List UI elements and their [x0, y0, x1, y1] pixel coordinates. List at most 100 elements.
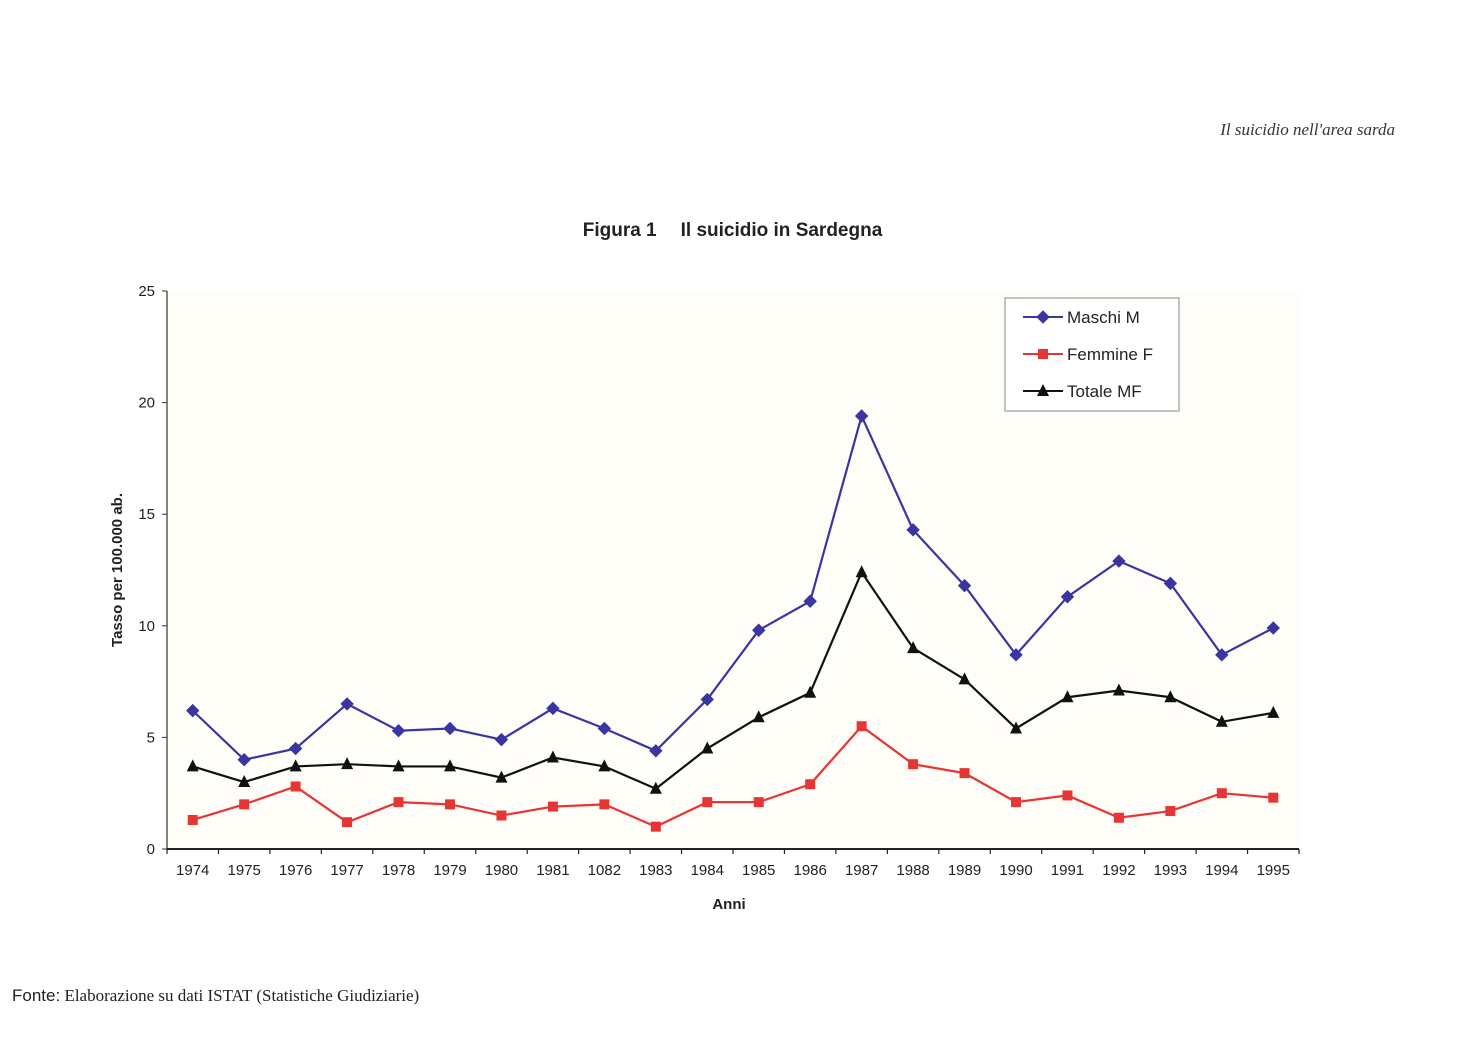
data-point: [239, 799, 250, 810]
figure-title: Figura 1 Il suicidio in Sardegna: [0, 220, 1465, 242]
x-tick-label: 1981: [536, 862, 569, 879]
data-point: [597, 721, 612, 736]
legend-label: Totale MF: [1067, 382, 1142, 401]
data-point: [649, 781, 662, 794]
x-axis-title: Anni: [712, 896, 745, 913]
data-point: [290, 781, 301, 792]
x-tick-label: 1980: [485, 862, 518, 879]
data-point: [1268, 792, 1279, 803]
data-point: [1266, 621, 1280, 635]
x-tick-label: 1990: [999, 862, 1032, 879]
data-point: [752, 623, 766, 637]
data-point: [701, 741, 714, 754]
data-point: [546, 750, 559, 763]
data-point: [496, 810, 507, 821]
y-axis: 0 5 10 15 20 25: [138, 283, 168, 858]
data-point: [443, 721, 457, 736]
legend-label: Femmine F: [1067, 345, 1153, 364]
x-axis: 1974 1975 1976 1977 1978 1979 1980 1981 1082 1983…: [166, 848, 1300, 879]
figure-title-text: Il suicidio in Sardegna: [680, 220, 883, 241]
x-tick-label: 1977: [330, 862, 363, 879]
data-point: [1215, 648, 1229, 662]
data-point: [906, 523, 920, 537]
data-point: [1112, 554, 1126, 568]
data-point: [547, 801, 558, 812]
data-point: [959, 768, 970, 779]
data-point: [288, 741, 303, 756]
data-point: [1010, 721, 1022, 734]
data-point: [444, 759, 456, 772]
series-totale-mf: [186, 565, 1280, 794]
x-tick-label: 1974: [176, 862, 209, 879]
x-tick-label: 1976: [279, 862, 312, 879]
x-tick-label: 1985: [742, 862, 775, 879]
data-point: [649, 744, 663, 758]
x-tick-label: 1992: [1102, 862, 1135, 879]
data-point: [700, 692, 714, 707]
data-point: [1009, 648, 1023, 662]
data-point: [753, 797, 764, 808]
source-text: Elaborazione su dati ISTAT (Statistiche …: [64, 986, 420, 1005]
data-point: [445, 799, 455, 810]
data-point: [494, 732, 509, 747]
x-tick-label: 1989: [948, 862, 981, 879]
source-note: Fonte: Elaborazione su dati ISTAT (Stati…: [12, 986, 419, 1006]
data-point: [1163, 576, 1178, 591]
data-point: [238, 775, 251, 788]
data-point: [1061, 690, 1074, 703]
legend: Maschi M Femmine F Totale MF: [1004, 297, 1180, 412]
legend-marker: [1037, 384, 1049, 396]
data-point: [1165, 806, 1176, 817]
data-point: [186, 703, 200, 718]
data-point: [854, 409, 869, 423]
x-tick-label: 1979: [433, 862, 466, 879]
figure-number: Figura 1: [582, 220, 657, 241]
data-point: [186, 759, 199, 772]
data-point: [958, 672, 971, 685]
data-point: [702, 797, 713, 808]
data-point: [237, 753, 251, 767]
data-point: [752, 710, 765, 723]
data-point: [393, 797, 404, 808]
data-point: [855, 565, 868, 578]
data-point: [187, 814, 198, 825]
y-tick-label: 0: [147, 841, 155, 858]
data-point: [598, 759, 611, 772]
data-point: [907, 641, 920, 654]
series-femmine-f: [187, 721, 1279, 832]
x-tick-label: 1978: [382, 862, 415, 879]
data-point: [650, 821, 661, 832]
series-line: [191, 412, 1274, 761]
data-point: [289, 759, 302, 772]
data-point: [1267, 705, 1280, 718]
data-point: [392, 759, 405, 772]
legend-label: Maschi M: [1067, 308, 1140, 327]
x-tick-label: 1983: [639, 862, 672, 879]
x-tick-label: 1991: [1051, 862, 1084, 879]
series-line: [192, 569, 1274, 791]
y-tick-label: 20: [138, 395, 155, 412]
x-tick-label: 1986: [793, 862, 826, 879]
x-tick-label: 1984: [691, 862, 724, 879]
legend-marker: [1038, 349, 1048, 359]
data-point: [341, 757, 354, 770]
data-point: [957, 578, 972, 593]
data-point: [1011, 797, 1021, 808]
legend-marker: [1036, 310, 1050, 324]
data-point: [599, 799, 610, 810]
x-tick-label: 1975: [227, 862, 260, 879]
running-head: Il suicidio nell'area sarda: [1220, 120, 1395, 139]
x-tick-label: 1995: [1257, 862, 1290, 879]
data-point: [546, 701, 560, 716]
source-label: Fonte:: [12, 986, 61, 1005]
series-line: [192, 724, 1274, 828]
x-tick-label: 1993: [1154, 862, 1187, 879]
data-point: [1060, 590, 1075, 604]
data-point: [340, 697, 354, 711]
data-point: [1113, 812, 1124, 823]
data-point: [1164, 690, 1177, 703]
data-point: [1112, 683, 1125, 696]
y-tick-label: 10: [138, 618, 155, 635]
series-maschi-m: [186, 409, 1280, 767]
